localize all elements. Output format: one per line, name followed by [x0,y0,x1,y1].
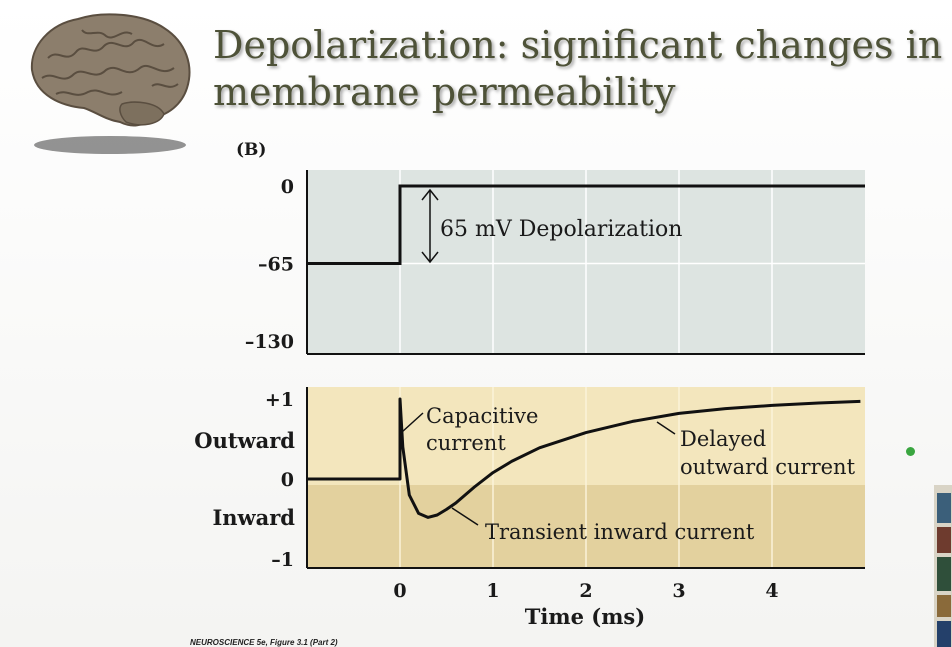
brain-cerebellum [119,101,165,126]
figure-caption: NEUROSCIENCE 5e, Figure 3.1 (Part 2) [190,638,338,647]
voltage-ticks: 0 –65 –130 [245,176,294,353]
transient-label: Transient inward current [485,520,755,544]
brain-body [30,13,191,127]
voltage-tick-label: –65 [258,254,294,276]
capacitive-label-line2: current [426,431,506,455]
voltage-trace [307,184,865,265]
current-tick-label: 0 [281,469,294,491]
slide-title: Depolarization: significant changes in m… [213,23,943,114]
current-grid [399,387,773,568]
brain-folds [41,29,179,96]
x-tick-label: 3 [672,580,685,602]
current-tick-label: +1 [265,389,294,411]
brain-shadow [34,136,186,154]
depolarization-arrow [421,188,439,264]
capacitive-label-line1: Capacitive [426,404,538,428]
current-tick-label: –1 [271,549,294,571]
panel-label: (B) [236,140,266,160]
delayed-label-line1: Delayed [680,427,766,451]
green-dot-icon [906,447,915,456]
x-tick-label: 1 [486,580,499,602]
webcam-thumbnail [934,485,952,647]
delayed-label-line2: outward current [680,455,856,479]
brain-icon [30,13,191,154]
annotation-leaders [401,412,676,526]
voltage-tick-label: 0 [281,176,294,198]
outward-region-label: Outward [194,428,295,453]
x-tick-label: 2 [579,580,592,602]
x-tick-label: 0 [393,580,406,602]
inward-region-label: Inward [212,505,295,530]
voltage-tick-label: –130 [245,331,294,353]
x-tick-label: 4 [765,580,778,602]
depolarization-label: 65 mV Depolarization [440,217,682,242]
current-trace [307,397,861,519]
current-ticks: +1 0 –1 0 1 2 3 4 [265,389,779,602]
x-axis-title: Time (ms) [525,604,645,629]
